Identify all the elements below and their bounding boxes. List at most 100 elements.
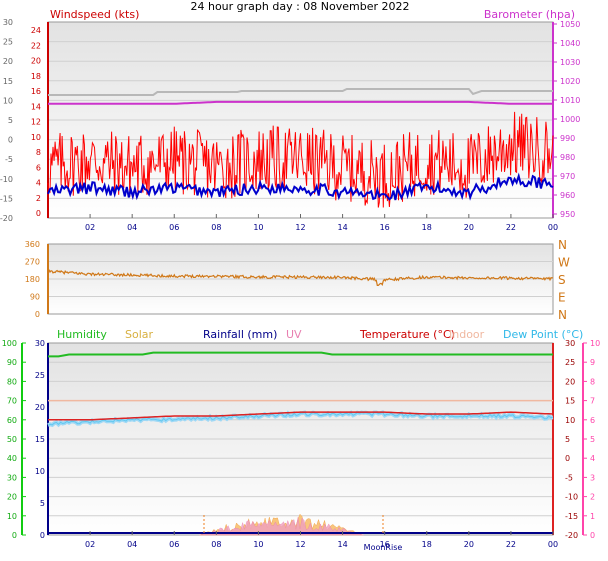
x-tick-label: 12 <box>295 223 305 232</box>
baro-tick: 950 <box>560 210 575 219</box>
uv-tick: 1 <box>590 512 595 521</box>
humidity-tick: 50 <box>7 435 17 444</box>
wind-red-tick: 16 <box>31 87 41 96</box>
windspeed-average-line <box>47 172 554 201</box>
wind-left-tick: -5 <box>5 155 13 164</box>
humidity-tick: 30 <box>7 473 17 482</box>
uv-tick: 3 <box>590 473 595 482</box>
temp-tick: 20 <box>565 377 575 386</box>
x-tick-label: 00 <box>548 540 558 549</box>
wind-left-tick: 5 <box>8 116 13 125</box>
wind-red-tick: 12 <box>31 118 41 127</box>
windspeed-axis-title: Windspeed (kts) <box>50 8 139 21</box>
wind-left-tick: -20 <box>0 214 13 223</box>
x-tick-label: 10 <box>253 223 263 232</box>
temp-tick: 10 <box>565 416 575 425</box>
wind-left-tick: 10 <box>3 96 13 105</box>
wind-direction-line <box>47 269 553 286</box>
uv-tick: 2 <box>590 493 595 502</box>
wind-left-tick: 15 <box>3 77 13 86</box>
wind-red-tick: 2 <box>36 194 41 203</box>
wind-left-tick: -15 <box>0 194 13 203</box>
humidity-tick: 0 <box>12 531 17 540</box>
baro-tick: 990 <box>560 134 575 143</box>
temp-tick: -15 <box>565 512 578 521</box>
temp-tick: 30 <box>565 339 575 348</box>
legend-dewpoint: Dew Point (°C) <box>503 328 583 341</box>
wind-left-tick: -10 <box>0 175 13 184</box>
uv-area <box>199 517 364 536</box>
x-tick-label: 08 <box>211 223 221 232</box>
dir-tick: 360 <box>25 240 40 249</box>
wind-left-tick: 20 <box>3 57 13 66</box>
wind-red-tick: 0 <box>36 209 41 218</box>
x-tick-label: 18 <box>422 540 432 549</box>
rain-tick: 30 <box>35 339 45 348</box>
humidity-tick: 100 <box>2 339 17 348</box>
compass-label: S <box>558 273 566 287</box>
uv-tick: 5 <box>590 435 595 444</box>
uv-tick: 10 <box>590 339 600 348</box>
uv-tick: 7 <box>590 397 595 406</box>
baro-tick: 980 <box>560 153 575 162</box>
uv-tick: 4 <box>590 454 595 463</box>
rain-tick: 10 <box>35 467 45 476</box>
temp-tick: -5 <box>565 473 573 482</box>
compass-label: N <box>558 308 567 322</box>
dir-tick: 90 <box>30 293 40 302</box>
rain-tick: 5 <box>40 499 45 508</box>
x-tick-label: 18 <box>422 223 432 232</box>
baro-tick: 1030 <box>560 58 580 67</box>
rain-tick: 15 <box>35 435 45 444</box>
x-tick-label: 20 <box>464 223 474 232</box>
wind-red-tick: 18 <box>31 72 41 81</box>
baro-tick: 1000 <box>560 115 580 124</box>
baro-tick: 1020 <box>560 77 580 86</box>
panel-temp-humidity: Humidity Solar Rainfall (mm) UV Temperat… <box>2 328 600 552</box>
rain-tick: 25 <box>35 371 45 380</box>
humidity-line <box>48 351 553 358</box>
temp-tick: 25 <box>565 358 575 367</box>
gray-reference-line <box>48 88 553 96</box>
legend-rainfall: Rainfall (mm) <box>203 328 277 341</box>
moonrise-label: MoonRise <box>364 543 403 552</box>
temp-tick: 5 <box>565 435 570 444</box>
x-tick-label: 16 <box>380 223 390 232</box>
x-tick-label: 14 <box>337 223 347 232</box>
temp-tick: -10 <box>565 493 578 502</box>
humidity-tick: 60 <box>7 416 17 425</box>
rain-tick: 20 <box>35 403 45 412</box>
x-tick-label: 12 <box>295 540 305 549</box>
baro-tick: 1050 <box>560 20 580 29</box>
temp-tick: -20 <box>565 531 578 540</box>
temperature-line <box>48 411 554 421</box>
panel-wind-baro: Windspeed (kts) Barometer (hpa) 30252015… <box>0 8 580 232</box>
x-tick-label: 22 <box>506 223 516 232</box>
compass-label: N <box>558 238 567 252</box>
uv-tick: 0 <box>590 531 595 540</box>
x-tick-label: 22 <box>506 540 516 549</box>
baro-tick: 1040 <box>560 39 580 48</box>
wind-red-tick: 24 <box>31 26 41 35</box>
compass-label: E <box>558 291 566 305</box>
wind-red-tick: 20 <box>31 57 41 66</box>
legend-humidity: Humidity <box>57 328 107 341</box>
temp-tick: 15 <box>565 397 575 406</box>
x-tick-label: 04 <box>127 540 137 549</box>
legend-solar: Solar <box>125 328 154 341</box>
barometer-line <box>48 100 553 105</box>
x-tick-label: 10 <box>253 540 263 549</box>
wind-red-tick: 14 <box>31 102 41 111</box>
humidity-tick: 90 <box>7 358 17 367</box>
wind-left-tick: 0 <box>8 136 13 145</box>
wind-red-tick: 8 <box>36 148 41 157</box>
humidity-tick: 70 <box>7 397 17 406</box>
dir-tick: 0 <box>35 310 40 319</box>
x-tick-label: 16 <box>380 540 390 549</box>
x-tick-label: 02 <box>85 540 95 549</box>
dir-tick: 270 <box>25 258 40 267</box>
x-tick-label: 04 <box>127 223 137 232</box>
humidity-tick: 40 <box>7 454 17 463</box>
